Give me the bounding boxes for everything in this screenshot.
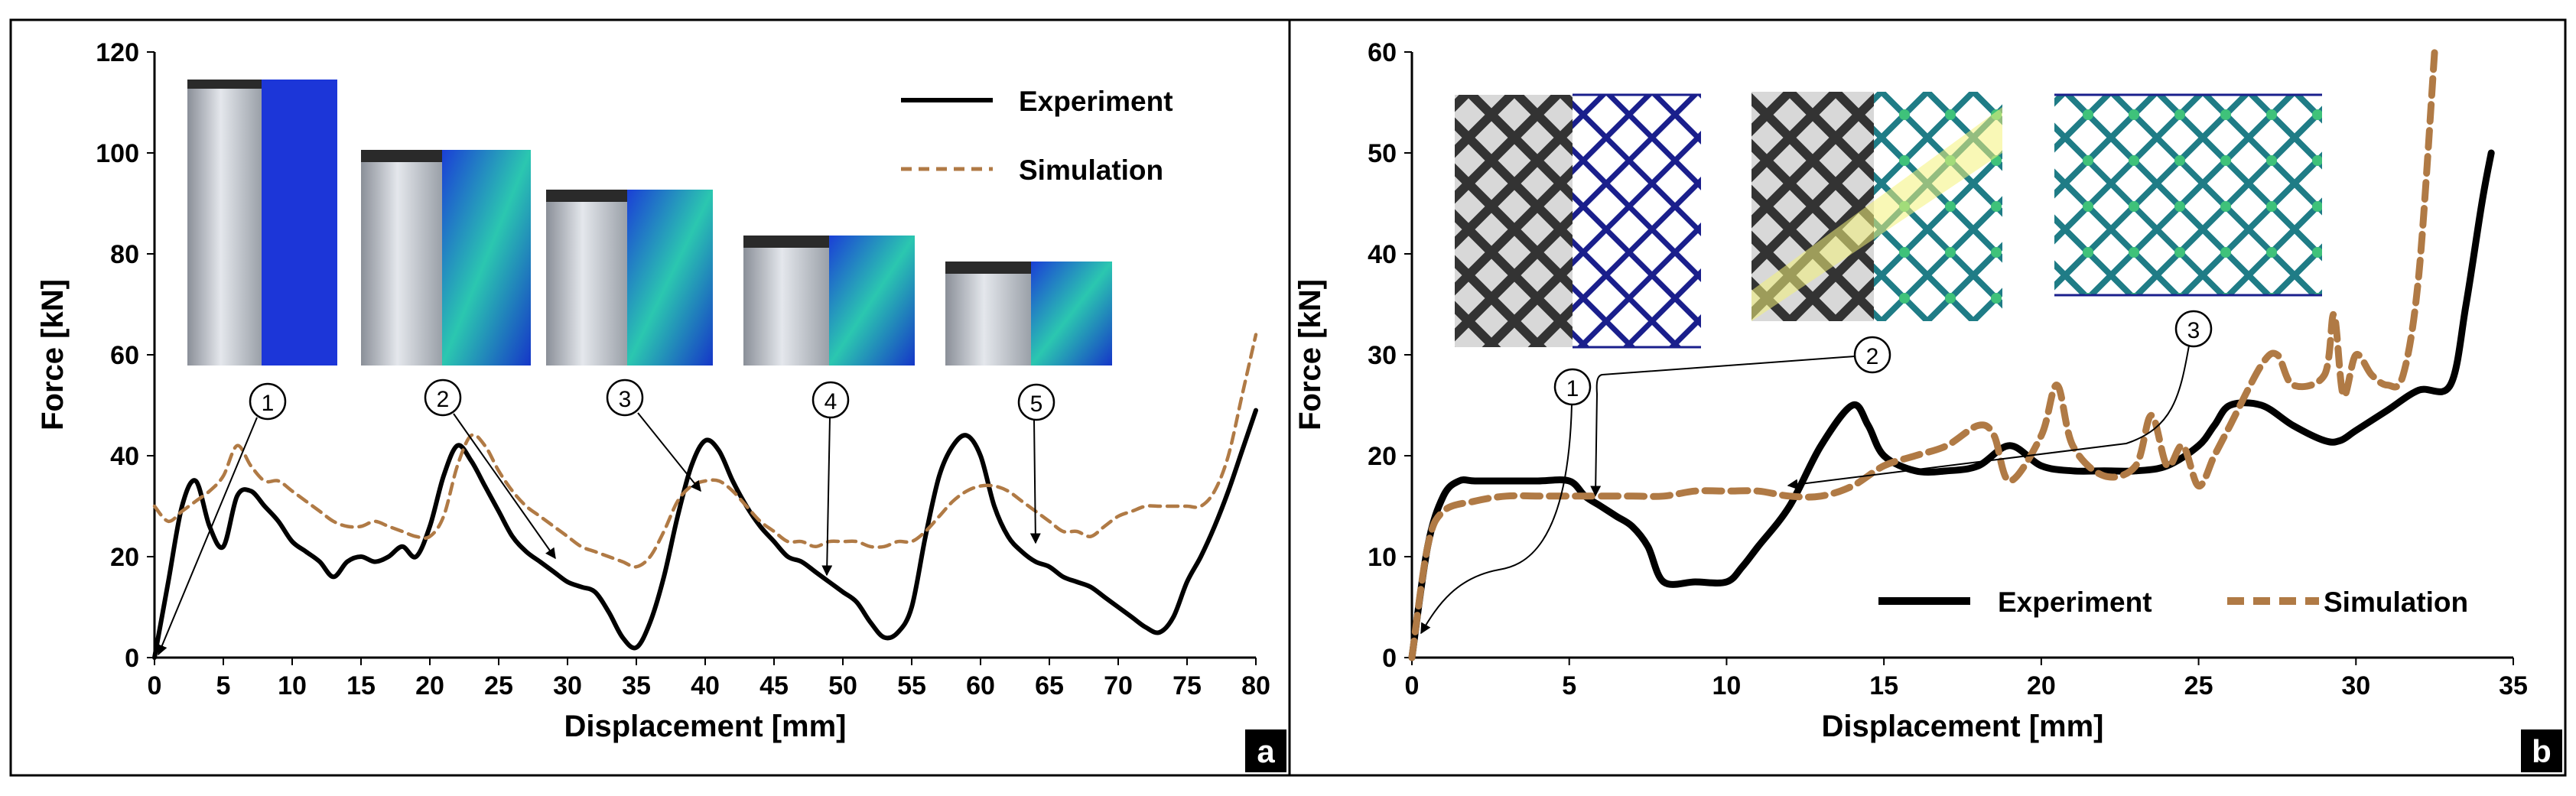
y-tick-label-a: 0 xyxy=(125,644,139,673)
callouts-a: 1 2 3 4 5 xyxy=(157,379,1055,656)
y-tick-label-a: 40 xyxy=(110,442,139,471)
y-tick-label-b: 60 xyxy=(1368,38,1397,67)
x-tick-label-a: 70 xyxy=(1104,671,1133,700)
legend-b-label-0: Experiment xyxy=(1998,586,2152,618)
y-tick-label-a: 100 xyxy=(96,139,139,168)
lattice-image-3 xyxy=(2054,93,2322,297)
lattice-image-2 xyxy=(1751,92,2002,321)
x-tick-label-a: 50 xyxy=(828,671,857,700)
y-tick-label-a: 120 xyxy=(96,38,139,67)
x-tick-label-b: 5 xyxy=(1562,671,1576,700)
x-tick-label-a: 45 xyxy=(759,671,789,700)
callout-b-3: 3 xyxy=(1787,310,2213,490)
svg-text:1: 1 xyxy=(262,391,275,416)
x-tick-label-a: 55 xyxy=(897,671,926,700)
x-tick-label-a: 40 xyxy=(691,671,720,700)
x-axis-title-b: Displacement [mm] xyxy=(1822,710,2104,743)
x-tick-label-b: 30 xyxy=(2341,671,2370,700)
callout-b-1: 1 xyxy=(1420,368,1592,635)
svg-text:2: 2 xyxy=(1866,344,1879,369)
legend-a-label-1: Simulation xyxy=(1019,154,1163,186)
specimen-images-a xyxy=(187,80,1112,366)
y-tick-label-b: 50 xyxy=(1368,139,1397,168)
panel-label-box-b: b xyxy=(2521,729,2562,772)
panel-a: 0 5 10 15 20 25 30 35 40 45 50 55 60 65 70 75 8002040608… xyxy=(9,18,1291,777)
x-tick-label-b: 35 xyxy=(2499,671,2528,700)
panel-label-box-a: a xyxy=(1245,729,1286,772)
svg-text:1: 1 xyxy=(1566,376,1579,401)
panel-b: 0 5 10 15 20 25 30 35 0 10 20 30 40 50 60 Displacement … xyxy=(1288,18,2567,777)
legend-a: Experiment Simulation xyxy=(901,86,1173,186)
x-tick-label-b: 0 xyxy=(1405,671,1420,700)
y-axis-title-a: Force [kN] xyxy=(36,279,70,430)
x-tick-label-b: 25 xyxy=(2184,671,2213,700)
x-tick-label-a: 15 xyxy=(346,671,376,700)
callout-a-2: 2 xyxy=(424,379,556,560)
lattice-images-b xyxy=(1455,92,2322,349)
series-line-a-experiment xyxy=(152,408,1258,660)
panel-label-b: b xyxy=(2532,733,2552,769)
y-tick-label-b: 40 xyxy=(1368,240,1397,269)
x-tick-label-a: 25 xyxy=(484,671,513,700)
series-line-b-simulation xyxy=(1408,48,2438,661)
x-tick-label-a: 10 xyxy=(278,671,307,700)
callout-a-4: 4 xyxy=(812,381,850,577)
svg-text:5: 5 xyxy=(1030,392,1043,417)
svg-text:3: 3 xyxy=(619,387,632,412)
x-tick-label-a: 0 xyxy=(148,671,162,700)
x-tick-label-a: 20 xyxy=(415,671,444,700)
svg-text:3: 3 xyxy=(2187,318,2200,343)
specimen-image-4 xyxy=(743,236,915,366)
x-tick-label-a: 60 xyxy=(966,671,995,700)
specimen-image-2 xyxy=(361,150,531,366)
x-tick-label-a: 5 xyxy=(216,671,231,700)
lattice-image-1 xyxy=(1455,93,1701,349)
legend-b: Experiment Simulation xyxy=(1878,586,2468,618)
callout-a-5: 5 xyxy=(1017,383,1055,544)
callouts-b: 1 2 3 xyxy=(1420,310,2213,635)
callout-a-3: 3 xyxy=(606,379,701,492)
specimen-image-1 xyxy=(187,80,337,366)
y-tick-label-b: 30 xyxy=(1368,341,1397,370)
x-tick-label-a: 75 xyxy=(1173,671,1202,700)
plot-area-b: 0 5 10 15 20 25 30 35 0 10 20 30 40 50 60 Displacement … xyxy=(1293,38,2528,743)
x-tick-label-b: 20 xyxy=(2027,671,2056,700)
svg-text:4: 4 xyxy=(825,389,838,414)
y-axis-title-b: Force [kN] xyxy=(1293,279,1327,430)
x-tick-label-a: 30 xyxy=(553,671,582,700)
y-tick-label-b: 0 xyxy=(1382,644,1397,673)
x-tick-label-a: 80 xyxy=(1241,671,1270,700)
callout-a-1: 1 xyxy=(157,382,287,656)
x-tick-label-b: 15 xyxy=(1869,671,1898,700)
x-axis-title-a: Displacement [mm] xyxy=(564,710,847,743)
legend-b-label-1: Simulation xyxy=(2324,586,2468,618)
panel-b-border xyxy=(1288,18,2567,777)
legend-a-label-0: Experiment xyxy=(1019,86,1173,117)
x-tick-label-a: 65 xyxy=(1035,671,1064,700)
specimen-image-5 xyxy=(945,262,1112,366)
callout-b-2: 2 xyxy=(1590,336,1891,497)
plot-area-a: 0 5 10 15 20 25 30 35 40 45 50 55 60 65 70 75 8002040608… xyxy=(36,38,1270,743)
x-tick-label-a: 35 xyxy=(622,671,651,700)
y-tick-label-b: 20 xyxy=(1368,442,1397,471)
y-tick-label-a: 20 xyxy=(110,543,139,572)
y-tick-label-b: 10 xyxy=(1368,543,1397,572)
y-tick-label-a: 60 xyxy=(110,341,139,370)
series-line-a-simulation xyxy=(152,333,1258,569)
svg-text:2: 2 xyxy=(437,387,450,412)
y-tick-label-a: 80 xyxy=(110,240,139,269)
panel-label-a: a xyxy=(1257,733,1275,769)
specimen-image-3 xyxy=(546,190,713,366)
x-tick-label-b: 10 xyxy=(1712,671,1742,700)
